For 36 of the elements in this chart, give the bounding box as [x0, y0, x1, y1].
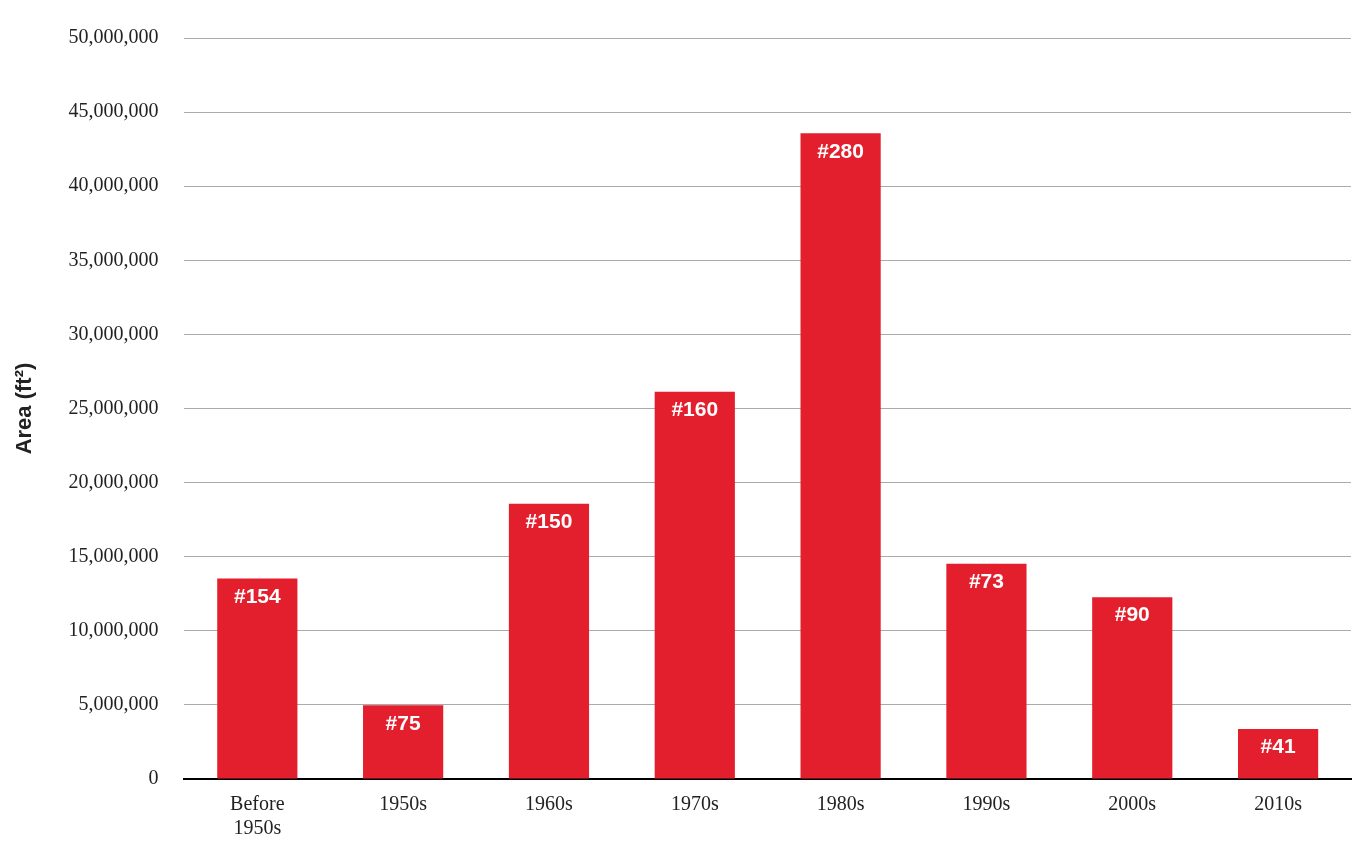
- bar: [1237, 728, 1319, 779]
- x-tick-label: 1960s: [525, 792, 574, 815]
- bar: [1092, 597, 1173, 779]
- y-tick-label: 40,000,000: [68, 173, 159, 196]
- x-tick-label: 1970s: [670, 792, 719, 815]
- bar: [508, 503, 590, 779]
- y-tick-label: 50,000,000: [68, 25, 159, 48]
- y-tick-label: 35,000,000: [68, 247, 159, 270]
- bar: [363, 705, 444, 779]
- y-tick-label: 20,000,000: [68, 469, 159, 492]
- annotation: #73: [968, 569, 1004, 593]
- y-tick-label: 0: [148, 766, 159, 789]
- x-tick-label: 1950s: [379, 792, 428, 815]
- y-tick-label: 30,000,000: [68, 321, 159, 344]
- annotation: #90: [1114, 602, 1150, 626]
- annotation: #160: [671, 397, 719, 421]
- y-tick-label: 25,000,000: [68, 395, 159, 418]
- bar: [654, 391, 735, 779]
- y-tick-label: 10,000,000: [68, 618, 159, 641]
- annotation: #41: [1260, 734, 1296, 758]
- y-tick-label: 45,000,000: [68, 99, 159, 122]
- x-tick-label: 1980s: [816, 792, 865, 815]
- bar: [800, 133, 881, 779]
- x-tick-label: 2010s: [1254, 792, 1303, 815]
- y-axis-title: Area (ft²): [11, 362, 37, 455]
- annotation: #75: [385, 710, 421, 734]
- y-tick-label: 5,000,000: [78, 692, 159, 715]
- x-tick-label: 2000s: [1108, 792, 1157, 815]
- bar: [946, 563, 1027, 779]
- x-tick-label: 1990s: [962, 792, 1011, 815]
- annotation: #280: [817, 138, 864, 162]
- annotation: #154: [233, 583, 281, 607]
- annotation: #150: [525, 509, 573, 533]
- bar: [217, 578, 298, 779]
- y-tick-label: 15,000,000: [68, 543, 159, 566]
- x-tick-label: Before 1950s: [230, 792, 285, 839]
